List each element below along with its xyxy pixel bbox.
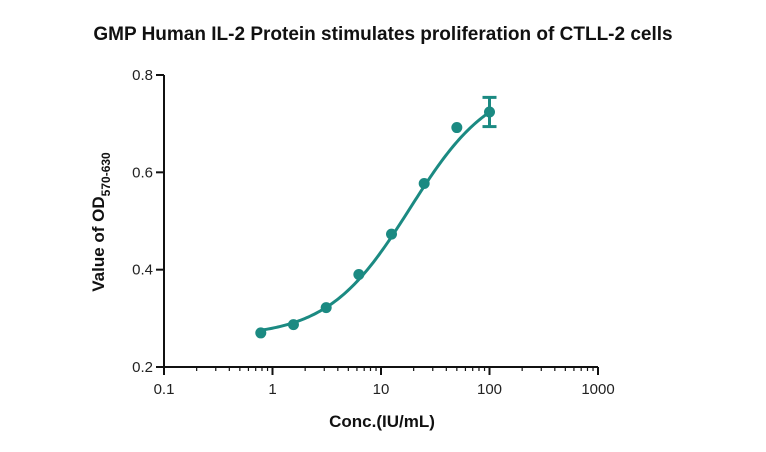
- data-points: [255, 106, 495, 339]
- x-ticks: 0.1 1 10 100 1000: [154, 367, 615, 398]
- x-tick-label: 1000: [581, 381, 614, 398]
- y-ticks: 0.2 0.4 0.6 0.8: [132, 67, 164, 376]
- y-axis: 0.2 0.4 0.6 0.8: [132, 67, 165, 376]
- chart-title: GMP Human IL-2 Protein stimulates prolif…: [93, 24, 672, 45]
- x-axis-title: Conc.(IU/mL): [329, 412, 435, 431]
- data-point: [484, 106, 495, 118]
- y-tick-label: 0.2: [132, 359, 153, 376]
- y-axis-title-main: Value of OD: [89, 196, 108, 291]
- y-axis-title-subscript: 570-630: [99, 152, 113, 196]
- y-axis-title: Value of OD570-630: [89, 152, 113, 292]
- x-axis: 0.1 1 10 100 1000: [154, 366, 615, 398]
- data-point: [418, 178, 430, 190]
- data-point: [255, 327, 267, 339]
- data-point: [287, 319, 299, 331]
- x-tick-label: 100: [477, 381, 502, 398]
- y-tick-label: 0.8: [132, 67, 153, 84]
- x-tick-label: 1: [268, 381, 276, 398]
- data-point: [386, 228, 398, 240]
- x-tick-label: 10: [373, 381, 390, 398]
- x-tick-label: 0.1: [154, 381, 175, 398]
- y-tick-label: 0.6: [132, 164, 153, 181]
- data-point: [320, 302, 332, 314]
- fit-curve: [260, 110, 491, 332]
- data-point: [451, 122, 463, 134]
- data-point: [353, 269, 365, 281]
- y-tick-label: 0.4: [132, 262, 153, 279]
